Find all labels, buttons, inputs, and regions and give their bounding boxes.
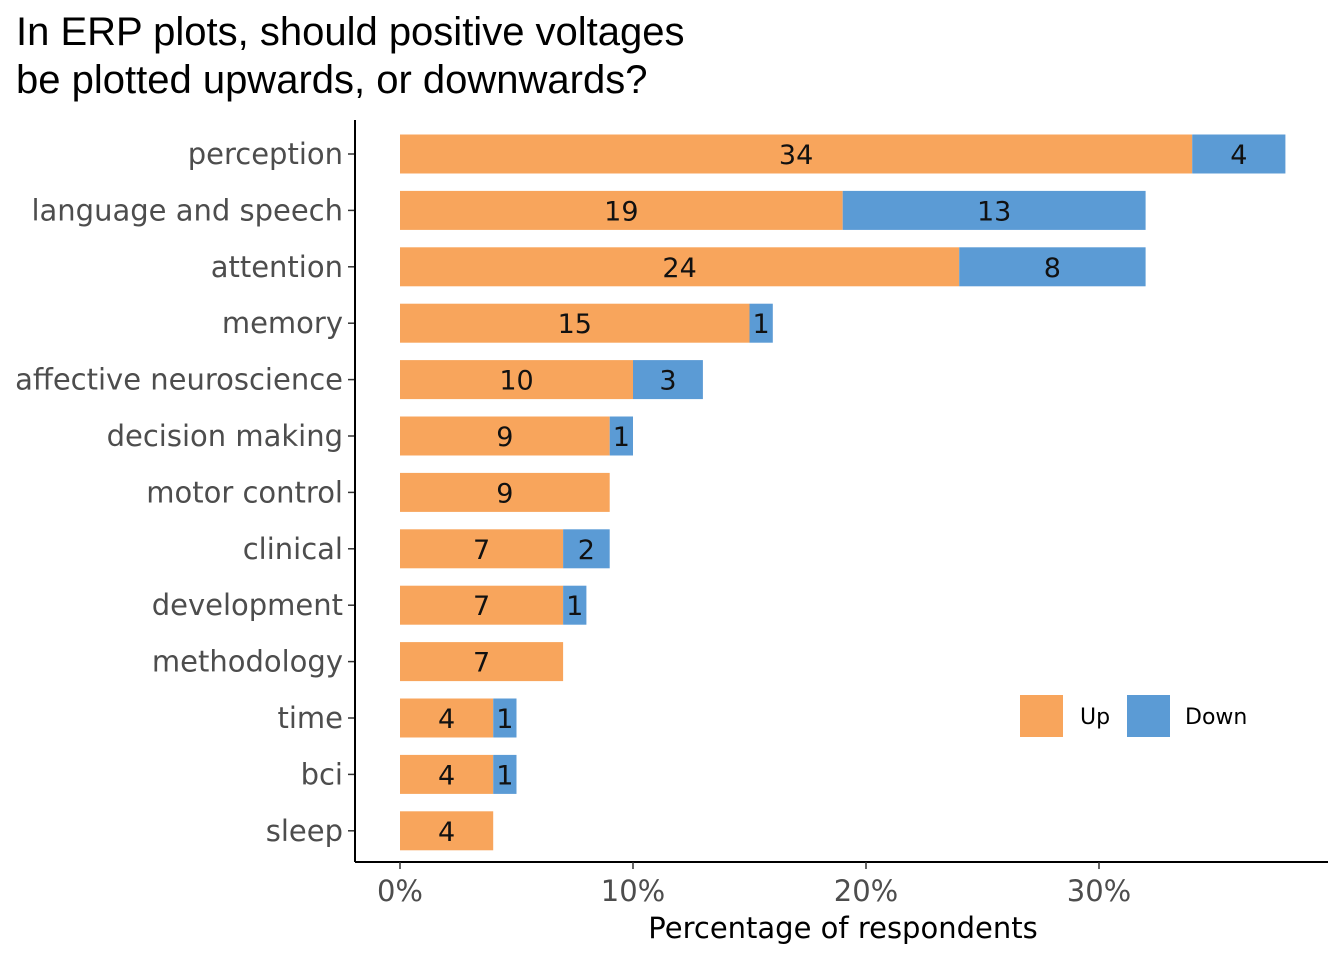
legend-label-up: Up: [1080, 705, 1110, 730]
bar-up-11: [400, 754, 494, 794]
chart-title-line-2: be plotted upwards, or downwards?: [16, 58, 648, 102]
legend-swatch-up: [1020, 695, 1063, 737]
x-tick-label: 20%: [834, 874, 898, 908]
bar-value-label: 9: [496, 478, 513, 509]
axes: 0% 10% 20% 30% Percentage of respondents: [348, 120, 1328, 945]
bar-down-5: [609, 416, 633, 456]
bar-value-label: 4: [438, 817, 455, 848]
x-tick-label: 30%: [1067, 874, 1131, 908]
bar-value-label: 24: [662, 253, 696, 284]
bar-value-label: 3: [659, 366, 676, 397]
x-tick-label: 10%: [601, 874, 665, 908]
category-label: decision making: [107, 419, 343, 453]
bar-value-label: 34: [779, 140, 813, 171]
bar-up-2: [400, 247, 960, 287]
bar-down-2: [959, 247, 1146, 287]
bar-down-4: [633, 360, 703, 400]
bar-value-label: 7: [473, 535, 490, 566]
bar-value-label: 10: [499, 366, 533, 397]
category-label: perception: [188, 137, 343, 171]
legend-label-down: Down: [1185, 705, 1247, 730]
x-tick-label: 0%: [377, 874, 423, 908]
bar-value-label: 9: [496, 422, 513, 453]
category-label: affective neuroscience: [15, 363, 343, 397]
bar-down-0: [1192, 134, 1286, 174]
x-axis-title: Percentage of respondents: [648, 911, 1037, 945]
bar-up-1: [400, 190, 843, 230]
bar-value-label: 1: [496, 704, 513, 735]
bar-down-7: [563, 529, 610, 569]
legend: Up Down: [1020, 695, 1247, 737]
bar-up-0: [400, 134, 1193, 174]
category-label: development: [152, 588, 343, 622]
bar-value-label: 7: [473, 648, 490, 679]
bar-up-3: [400, 303, 750, 343]
category-label: sleep: [266, 814, 343, 848]
category-labels: perception language and speech attention me…: [15, 137, 343, 848]
bar-up-8: [400, 585, 564, 625]
category-label: language and speech: [31, 193, 343, 227]
bar-up-6: [400, 472, 610, 512]
category-label: time: [277, 701, 343, 735]
category-label: attention: [211, 250, 343, 284]
bar-up-5: [400, 416, 610, 456]
category-label: clinical: [243, 532, 343, 566]
bar-value-label: 13: [977, 196, 1011, 227]
bar-down-10: [493, 698, 517, 738]
category-label: methodology: [152, 645, 343, 679]
bar-value-label: 7: [473, 591, 490, 622]
legend-swatch-down: [1127, 695, 1170, 737]
bar-down-1: [842, 190, 1146, 230]
bar-down-8: [563, 585, 587, 625]
bar-value-label: 2: [578, 535, 595, 566]
category-label: bci: [301, 757, 343, 791]
bar-up-9: [400, 642, 564, 682]
bar-value-label: 4: [438, 704, 455, 735]
bar-value-label: 1: [613, 422, 630, 453]
bar-value-label: 1: [496, 760, 513, 791]
bar-value-label: 1: [753, 309, 770, 340]
bar-up-4: [400, 360, 633, 400]
bar-value-label: 4: [438, 760, 455, 791]
bar-value-label: 15: [558, 309, 592, 340]
bar-up-7: [400, 529, 564, 569]
bar-up-12: [400, 811, 494, 851]
chart-title-line-1: In ERP plots, should positive voltages: [16, 10, 685, 54]
bar-value-label: 1: [566, 591, 583, 622]
category-label: memory: [222, 306, 343, 340]
bar-value-label: 19: [604, 196, 638, 227]
bar-value-label: 4: [1230, 140, 1247, 171]
bar-value-label: 8: [1044, 253, 1061, 284]
bar-down-11: [493, 754, 517, 794]
category-label: motor control: [146, 475, 343, 509]
bar-up-10: [400, 698, 494, 738]
bar-down-3: [749, 303, 773, 343]
